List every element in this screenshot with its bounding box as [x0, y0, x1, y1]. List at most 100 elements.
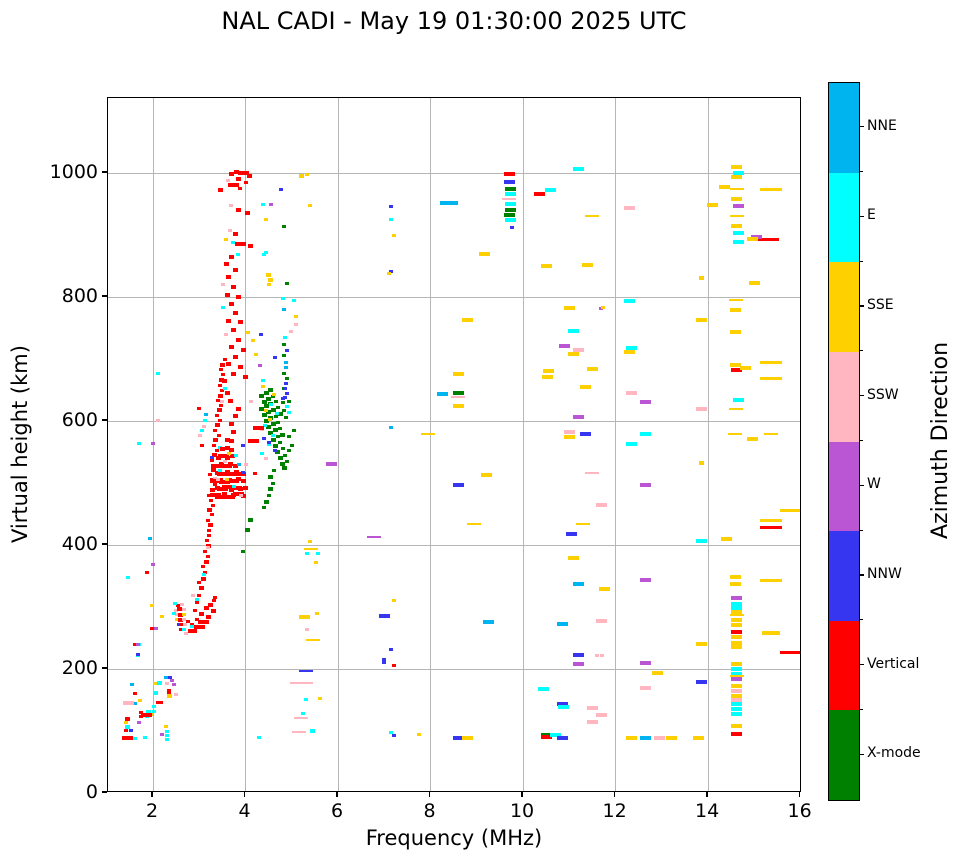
data-point [732, 231, 744, 236]
data-point [225, 178, 230, 182]
data-point [266, 397, 272, 402]
data-point [264, 250, 269, 254]
data-point [219, 446, 225, 451]
data-point [209, 487, 215, 492]
data-point [739, 366, 751, 371]
data-point [192, 608, 197, 612]
data-point [205, 545, 210, 549]
data-point [693, 735, 705, 740]
data-point [221, 485, 233, 490]
data-point [298, 174, 304, 179]
data-point [695, 407, 707, 412]
data-point [731, 164, 743, 169]
data-point [598, 587, 610, 592]
data-point [152, 691, 158, 696]
data-point [243, 180, 248, 184]
data-point [175, 617, 180, 621]
colorbar-segment-e [829, 172, 859, 263]
data-point [282, 354, 287, 358]
data-point [190, 622, 195, 626]
data-point [220, 464, 232, 469]
x-axis-label: Frequency (MHz) [365, 826, 543, 850]
data-point [235, 338, 241, 343]
data-point [308, 204, 313, 208]
data-point [202, 571, 207, 575]
colorbar-label-x-mode: X-mode [867, 745, 921, 762]
data-point [214, 494, 226, 499]
data-point [731, 711, 743, 716]
data-point [268, 474, 274, 479]
data-point [580, 432, 591, 437]
data-point [285, 281, 290, 285]
data-point [144, 571, 149, 575]
gridline-vertical [615, 98, 617, 791]
data-point [315, 611, 320, 615]
data-point [267, 418, 272, 422]
colorbar-label-vertical: Vertical [867, 655, 920, 672]
data-point [187, 628, 193, 633]
data-point [467, 522, 482, 525]
data-point [563, 434, 575, 439]
data-point [576, 522, 591, 525]
data-point [160, 615, 165, 619]
data-point [272, 449, 277, 453]
data-point [212, 483, 217, 487]
data-point [746, 436, 758, 441]
data-point [304, 627, 309, 631]
data-point [263, 403, 269, 408]
data-point [310, 729, 316, 733]
data-point [226, 275, 232, 280]
data-point [282, 372, 287, 376]
data-point [282, 307, 287, 311]
x-tick [521, 792, 523, 797]
data-point [167, 688, 172, 692]
data-point [270, 437, 276, 442]
colorbar-tick [859, 753, 864, 755]
data-point [170, 678, 175, 682]
data-point [292, 299, 297, 303]
data-point [272, 469, 277, 473]
data-point [654, 735, 666, 740]
data-point [281, 224, 286, 228]
data-point [217, 418, 222, 422]
data-point [218, 368, 223, 372]
data-point [249, 400, 254, 404]
data-point [730, 575, 742, 580]
colorbar-segment-nne [829, 83, 859, 173]
data-point [224, 391, 230, 396]
data-point [145, 709, 151, 714]
data-point [478, 252, 490, 257]
data-point [261, 378, 266, 382]
data-point [216, 408, 222, 413]
data-point [245, 330, 250, 334]
data-point [504, 192, 516, 197]
colorbar-tick [859, 215, 864, 218]
data-point [234, 453, 239, 457]
data-point [282, 336, 287, 340]
data-point [215, 423, 221, 428]
data-point [266, 273, 272, 278]
data-point [287, 399, 292, 403]
data-point [235, 208, 241, 213]
data-point [283, 361, 288, 365]
data-point [220, 306, 225, 310]
data-point [228, 302, 234, 307]
data-point [731, 706, 743, 711]
data-point [125, 576, 130, 580]
data-point [155, 418, 160, 422]
data-point [280, 432, 286, 437]
data-point [150, 627, 155, 631]
data-point [259, 394, 265, 399]
data-point [731, 197, 743, 202]
y-tick [102, 171, 107, 173]
gridline-vertical [522, 98, 524, 791]
gridline-horizontal [108, 544, 800, 546]
data-point [222, 378, 228, 383]
data-point [452, 371, 464, 376]
data-point [707, 203, 719, 208]
data-point [194, 598, 199, 602]
data-point [275, 420, 280, 424]
data-point [223, 494, 235, 499]
data-point [252, 472, 257, 476]
data-point [543, 369, 554, 374]
